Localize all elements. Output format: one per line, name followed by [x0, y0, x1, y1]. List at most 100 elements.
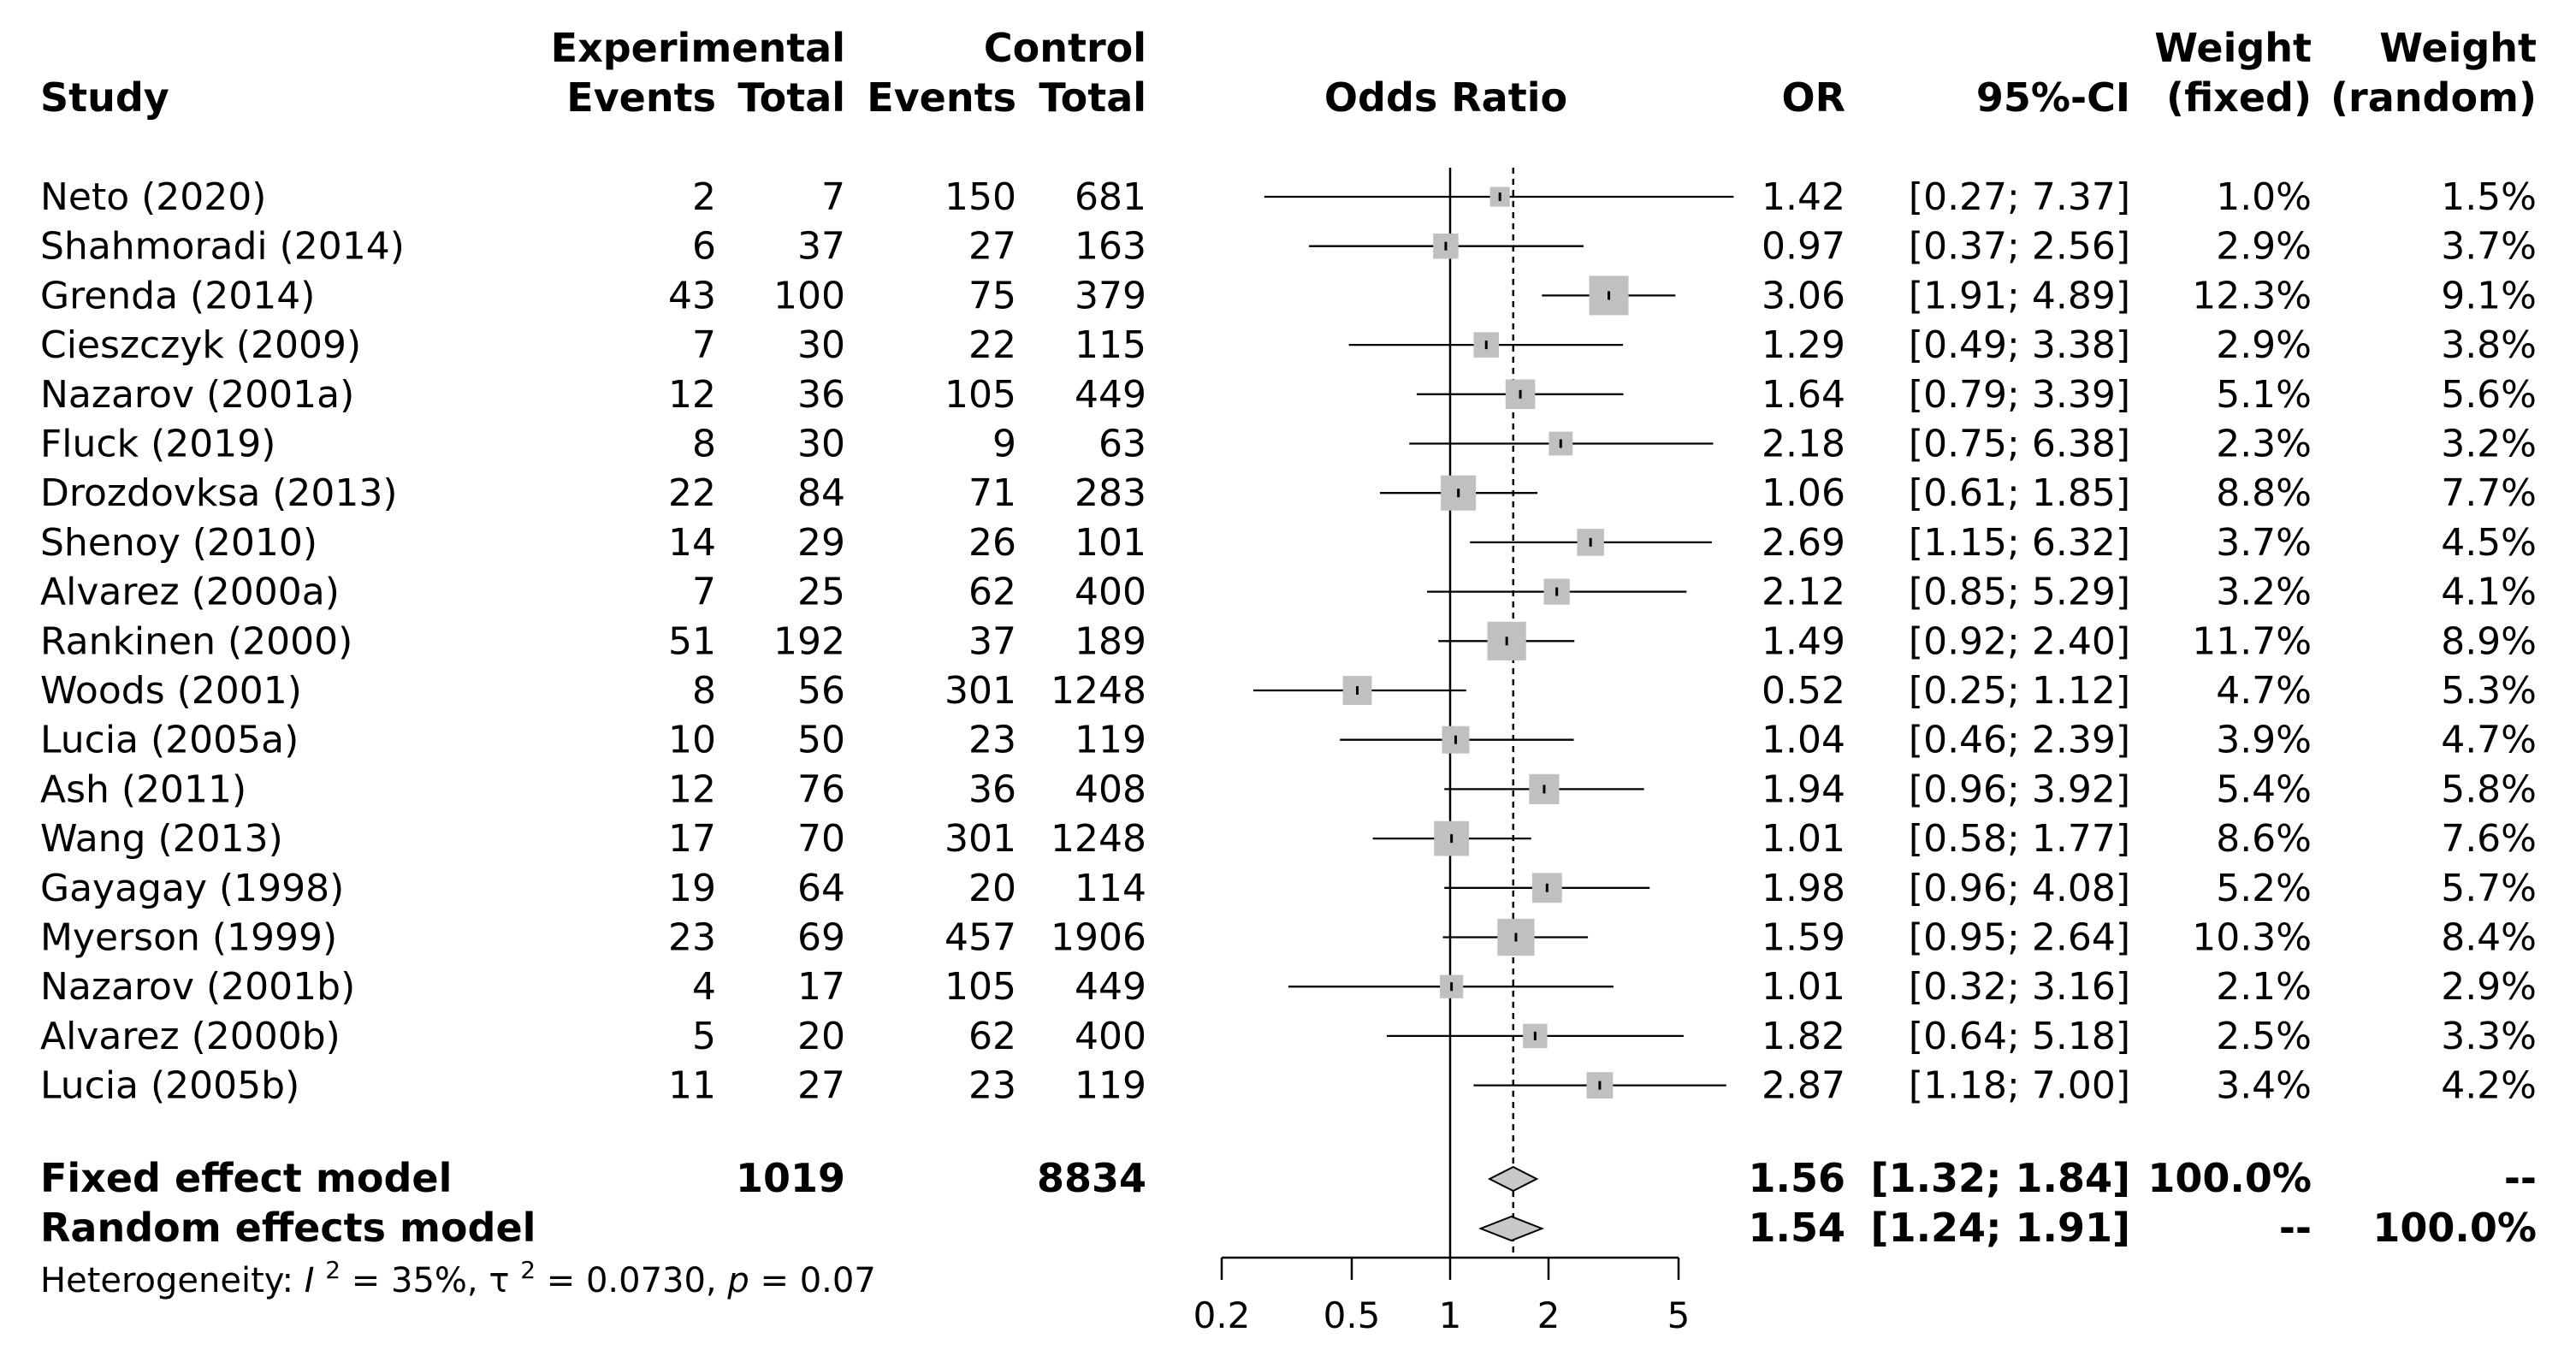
study-name: Lucia (2005a): [40, 719, 299, 762]
weight-fixed: 2.5%: [2216, 1015, 2312, 1058]
ctrl-total: 163: [1075, 225, 1146, 269]
i2-sup: 2: [325, 1256, 341, 1284]
exp-total: 20: [797, 1015, 845, 1058]
exp-total: 29: [797, 521, 845, 565]
ctrl-total: 408: [1075, 767, 1146, 811]
or-value: 1.82: [1762, 1015, 1845, 1058]
pooled-or: 1.54: [1749, 1205, 1846, 1251]
header-or: OR: [1781, 74, 1845, 121]
x-tick-label: 0.2: [1193, 1294, 1251, 1336]
exp-events: 51: [668, 619, 716, 663]
table-row: Neto (2020) 2 7 150 681 1.42 [0.27; 7.37] 1.0% 1…: [40, 175, 2537, 219]
header-experimental: Experimental: [551, 25, 845, 71]
study-name: Wang (2013): [40, 817, 283, 861]
or-value: 1.64: [1762, 373, 1845, 417]
exp-total: 192: [773, 619, 845, 663]
table-row: Gayagay (1998) 19 64 20 114 1.98 [0.96; 4.08] 5…: [40, 867, 2537, 910]
fixed-effect-diamond: [1487, 1165, 1539, 1193]
study-name: Alvarez (2000b): [40, 1015, 341, 1058]
study-name: Shenoy (2010): [40, 521, 317, 565]
or-value: 2.87: [1762, 1064, 1845, 1108]
tau-value: = 0.0730,: [547, 1261, 728, 1300]
weight-fixed: 3.7%: [2216, 521, 2312, 565]
ctrl-total: 115: [1075, 323, 1146, 367]
ci-value: [1.18; 7.00]: [1909, 1064, 2130, 1108]
p-symbol: p: [726, 1261, 749, 1300]
exp-events: 4: [692, 965, 716, 1009]
exp-events: 22: [668, 471, 716, 515]
table-row: Woods (2001) 8 56 301 1248 0.52 [0.25; 1.12] 4.…: [40, 669, 2537, 713]
table-row: Wang (2013) 17 70 301 1248 1.01 [0.58; 1.77] 8.…: [40, 817, 2537, 861]
ctrl-events: 27: [968, 225, 1016, 269]
exp-events: 6: [692, 225, 716, 269]
ci-value: [0.49; 3.38]: [1909, 323, 2130, 367]
ci-value: [0.46; 2.39]: [1909, 719, 2130, 762]
exp-events: 8: [692, 669, 716, 713]
table-row: Cieszczyk (2009) 7 30 22 115 1.29 [0.49; 3.38]…: [40, 323, 2537, 367]
exp-total: 30: [797, 323, 845, 367]
study-name: Drozdovksa (2013): [40, 471, 398, 515]
ctrl-total: 63: [1099, 423, 1146, 466]
study-rows: Neto (2020) 2 7 150 681 1.42 [0.27; 7.37] 1.0% 1…: [40, 175, 2537, 1108]
weight-random: 4.5%: [2441, 521, 2537, 565]
or-value: 1.29: [1762, 323, 1845, 367]
ctrl-events: 26: [968, 521, 1016, 565]
pooled-rows: Fixed effect model 1019 8834 1.56 [1.32; 1.8…: [40, 1155, 2537, 1251]
weight-random: 5.8%: [2441, 767, 2537, 811]
table-row: Shenoy (2010) 14 29 26 101 2.69 [1.15; 6.32] 3.…: [40, 521, 2537, 565]
ci-value: [0.37; 2.56]: [1909, 225, 2130, 269]
ctrl-total: 119: [1075, 719, 1146, 762]
table-row: Ash (2011) 12 76 36 408 1.94 [0.96; 3.92] 5.4% 5…: [40, 767, 2537, 811]
pooled-or: 1.56: [1749, 1155, 1846, 1201]
or-value: 2.12: [1762, 571, 1845, 614]
ci-value: [0.95; 2.64]: [1909, 916, 2130, 960]
weight-fixed: 8.8%: [2216, 471, 2312, 515]
ci-value: [0.25; 1.12]: [1909, 669, 2130, 713]
ci-value: [0.61; 1.85]: [1909, 471, 2130, 515]
exp-events: 43: [668, 274, 716, 317]
ctrl-events: 23: [968, 1064, 1016, 1108]
ci-value: [0.79; 3.39]: [1909, 373, 2130, 417]
pooled-name: Fixed effect model: [40, 1155, 452, 1201]
x-tick-label: 0.5: [1324, 1294, 1381, 1336]
exp-total: 30: [797, 423, 845, 466]
exp-total: 56: [797, 669, 845, 713]
study-name: Ash (2011): [40, 767, 246, 811]
ci-value: [0.96; 4.08]: [1909, 867, 2130, 910]
exp-total: 100: [773, 274, 845, 317]
exp-events: 10: [668, 719, 716, 762]
or-value: 1.42: [1762, 175, 1845, 219]
table-row: Lucia (2005b) 11 27 23 119 2.87 [1.18; 7.00] 3.…: [40, 1064, 2537, 1108]
study-name: Fluck (2019): [40, 423, 275, 466]
or-value: 3.06: [1762, 274, 1845, 317]
weight-fixed: 2.9%: [2216, 225, 2312, 269]
pooled-name: Random effects model: [40, 1205, 536, 1251]
weight-fixed: 5.2%: [2216, 867, 2312, 910]
exp-total: 84: [797, 471, 845, 515]
exp-total: 64: [797, 867, 845, 910]
header-study: Study: [40, 74, 169, 121]
table-row: Rankinen (2000) 51 192 37 189 1.49 [0.92; 2.40…: [40, 619, 2537, 663]
weight-random: 8.9%: [2441, 619, 2537, 663]
exp-events: 12: [668, 373, 716, 417]
exp-events: 11: [668, 1064, 716, 1108]
exp-events: 12: [668, 767, 716, 811]
exp-total: 69: [797, 916, 845, 960]
or-value: 2.18: [1762, 423, 1845, 466]
weight-fixed: 2.3%: [2216, 423, 2312, 466]
exp-total: 17: [797, 965, 845, 1009]
study-name: Shahmoradi (2014): [40, 225, 405, 269]
ctrl-total: 449: [1075, 965, 1146, 1009]
exp-events: 8: [692, 423, 716, 466]
ctrl-total: 189: [1075, 619, 1146, 663]
x-tick-label: 5: [1667, 1294, 1691, 1336]
forest-marks: [1253, 168, 1734, 1258]
table-header: Study Experimental Events Total Control …: [40, 25, 2537, 121]
study-name: Gayagay (1998): [40, 867, 344, 910]
ctrl-events: 62: [968, 1015, 1016, 1058]
ci-value: [0.58; 1.77]: [1909, 817, 2130, 861]
weight-random: 5.6%: [2441, 373, 2537, 417]
exp-total: 25: [797, 571, 845, 614]
ctrl-total: 1906: [1051, 916, 1146, 960]
ctrl-events: 150: [945, 175, 1016, 219]
